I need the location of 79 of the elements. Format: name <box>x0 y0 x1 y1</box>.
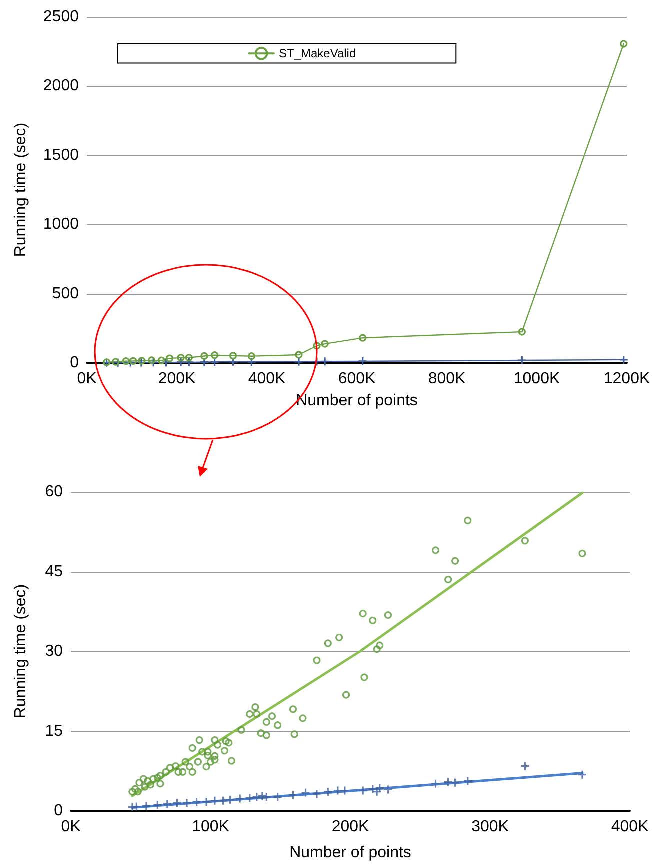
point <box>289 791 298 800</box>
point <box>177 354 185 362</box>
point <box>226 796 234 804</box>
x-tick-label: 400K <box>248 370 286 388</box>
point <box>112 358 120 366</box>
y-tick-label: 30 <box>45 643 64 660</box>
point <box>130 357 138 365</box>
x-tick-label: 300K <box>472 818 510 836</box>
x-tick-label: 200K <box>158 370 196 388</box>
point <box>359 786 368 795</box>
point <box>219 796 228 805</box>
point <box>142 802 150 810</box>
point <box>274 793 282 802</box>
x-tick-label: 800K <box>428 370 466 388</box>
point <box>166 354 174 362</box>
point <box>158 356 166 364</box>
point <box>182 799 191 808</box>
point <box>518 328 526 336</box>
point <box>444 778 452 786</box>
x-axis-title: Number of points <box>290 844 412 862</box>
point <box>384 786 392 794</box>
y-tick-label: 2500 <box>43 8 80 26</box>
point <box>229 352 238 360</box>
point <box>432 780 440 788</box>
point <box>210 796 219 805</box>
point <box>200 352 208 360</box>
y-tick-label: 1500 <box>43 146 80 164</box>
point <box>340 786 349 795</box>
point <box>313 342 321 350</box>
x-tick-label: 1000K <box>514 370 560 388</box>
point <box>518 356 526 365</box>
y-tick-label: 0 <box>54 802 64 820</box>
point <box>324 788 332 796</box>
point <box>302 788 310 797</box>
point <box>376 784 384 792</box>
point <box>211 352 219 360</box>
point <box>321 358 330 366</box>
point <box>358 357 367 366</box>
legend-label: ST_MakeValid <box>279 46 356 61</box>
y-axis-title: Running time (sec) <box>12 584 30 719</box>
point <box>521 762 530 770</box>
point <box>132 802 141 811</box>
point <box>464 777 472 786</box>
point <box>578 770 586 779</box>
point <box>246 794 254 802</box>
point <box>185 354 193 362</box>
point <box>451 778 460 787</box>
y-tick-label: 1000 <box>43 216 80 234</box>
point <box>294 358 303 366</box>
point <box>173 799 182 808</box>
x-tick-label: 400K <box>611 818 650 836</box>
point <box>295 351 303 359</box>
point <box>236 794 244 803</box>
x-tick-label: 0K <box>77 370 98 388</box>
x-tick-label: 600K <box>338 370 376 388</box>
x-tick-label: 100K <box>192 818 230 836</box>
y-axis-title: Running time (sec) <box>12 122 30 258</box>
y-tick-label: 60 <box>45 484 64 500</box>
y-tick-label: 0 <box>70 354 80 372</box>
x-tick-label: 0K <box>61 818 82 836</box>
y-tick-label: 500 <box>52 285 80 302</box>
x-axis-title: Number of points <box>296 392 418 410</box>
point <box>202 798 211 806</box>
point <box>148 356 156 364</box>
y-tick-label: 15 <box>45 722 64 740</box>
point <box>122 358 130 366</box>
y-tick-label: 2000 <box>43 78 80 95</box>
point <box>620 356 628 364</box>
y-tick-label: 45 <box>45 563 64 580</box>
point <box>321 340 329 348</box>
point <box>192 798 201 806</box>
x-tick-label: 200K <box>332 818 370 836</box>
point <box>248 352 256 360</box>
point <box>359 334 367 342</box>
point <box>262 793 271 802</box>
point <box>154 801 162 810</box>
x-tick-label: 1200K <box>604 370 650 388</box>
point <box>312 790 321 798</box>
point <box>163 800 172 808</box>
